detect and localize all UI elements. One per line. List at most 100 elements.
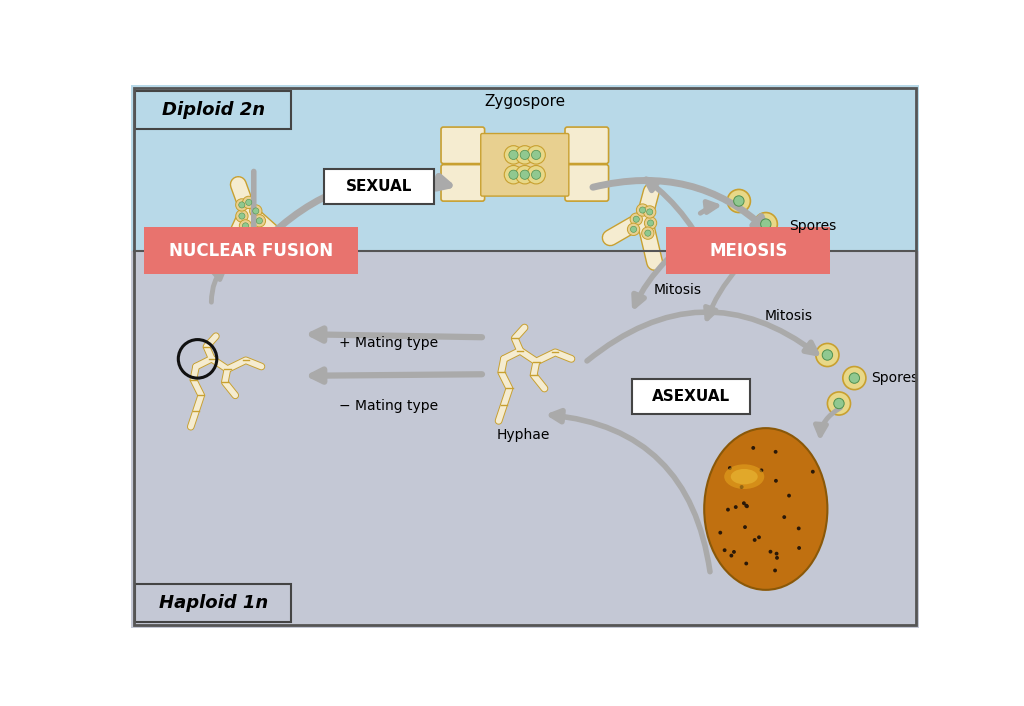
Circle shape	[727, 189, 751, 213]
Circle shape	[734, 505, 737, 509]
Circle shape	[755, 213, 777, 236]
Circle shape	[732, 550, 736, 554]
Circle shape	[742, 501, 745, 505]
Circle shape	[745, 504, 749, 508]
Text: SEXUAL: SEXUAL	[346, 179, 412, 194]
Circle shape	[739, 485, 743, 489]
Circle shape	[787, 493, 791, 498]
Circle shape	[775, 556, 779, 560]
FancyBboxPatch shape	[565, 164, 608, 201]
Text: NUCLEAR FUSION: NUCLEAR FUSION	[169, 241, 334, 260]
Circle shape	[239, 202, 245, 208]
Circle shape	[509, 170, 518, 179]
FancyBboxPatch shape	[480, 133, 569, 196]
FancyBboxPatch shape	[135, 584, 292, 622]
Text: Hyphae: Hyphae	[497, 428, 550, 442]
FancyBboxPatch shape	[565, 127, 608, 164]
Circle shape	[728, 466, 732, 470]
Circle shape	[236, 210, 248, 222]
Circle shape	[646, 209, 652, 215]
Circle shape	[642, 227, 654, 239]
Circle shape	[822, 349, 833, 360]
Circle shape	[643, 205, 655, 218]
Circle shape	[243, 223, 249, 229]
Ellipse shape	[724, 465, 764, 489]
Circle shape	[243, 196, 255, 208]
Text: Diploid 2n: Diploid 2n	[162, 101, 265, 119]
Circle shape	[774, 450, 777, 454]
Ellipse shape	[705, 428, 827, 590]
Circle shape	[639, 207, 645, 213]
Circle shape	[744, 561, 749, 566]
Circle shape	[849, 373, 859, 383]
Text: − Mating type: − Mating type	[339, 399, 438, 413]
Circle shape	[250, 205, 262, 217]
Circle shape	[726, 508, 730, 512]
Circle shape	[797, 546, 801, 550]
Text: Mitosis: Mitosis	[765, 309, 813, 323]
Circle shape	[743, 525, 746, 529]
Circle shape	[733, 196, 744, 206]
Circle shape	[797, 527, 801, 530]
Circle shape	[516, 145, 534, 164]
Text: Spores: Spores	[788, 220, 837, 234]
Ellipse shape	[731, 469, 758, 484]
Circle shape	[719, 531, 722, 534]
Circle shape	[774, 479, 778, 483]
Circle shape	[773, 568, 777, 573]
Circle shape	[531, 170, 541, 179]
Circle shape	[636, 204, 649, 216]
Circle shape	[246, 199, 252, 205]
Circle shape	[504, 165, 522, 184]
Circle shape	[761, 219, 771, 229]
Text: ASEXUAL: ASEXUAL	[651, 389, 730, 404]
Circle shape	[752, 446, 755, 450]
Circle shape	[757, 535, 761, 539]
FancyBboxPatch shape	[441, 164, 484, 201]
Circle shape	[774, 551, 778, 556]
Circle shape	[240, 220, 252, 232]
Circle shape	[631, 226, 637, 232]
Circle shape	[630, 213, 642, 225]
Circle shape	[509, 150, 518, 160]
Circle shape	[253, 215, 265, 227]
Circle shape	[834, 398, 844, 409]
Circle shape	[769, 550, 772, 554]
Circle shape	[744, 503, 749, 508]
Circle shape	[520, 150, 529, 160]
Circle shape	[735, 239, 758, 263]
Text: Spores: Spores	[871, 371, 919, 385]
Circle shape	[827, 392, 851, 415]
FancyBboxPatch shape	[632, 379, 750, 414]
Circle shape	[628, 223, 640, 236]
Circle shape	[760, 468, 763, 472]
Circle shape	[741, 246, 752, 256]
Circle shape	[253, 208, 259, 214]
FancyBboxPatch shape	[667, 227, 830, 274]
Circle shape	[236, 199, 248, 211]
Text: MEIOSIS: MEIOSIS	[710, 241, 787, 260]
Circle shape	[504, 145, 522, 164]
Circle shape	[516, 165, 534, 184]
Circle shape	[633, 216, 639, 222]
Circle shape	[645, 230, 651, 237]
Circle shape	[520, 170, 529, 179]
Circle shape	[531, 150, 541, 160]
Circle shape	[527, 145, 546, 164]
Bar	[131, 251, 920, 628]
Circle shape	[816, 343, 839, 366]
Circle shape	[782, 515, 786, 519]
Circle shape	[723, 549, 727, 552]
FancyBboxPatch shape	[441, 127, 484, 164]
Circle shape	[753, 538, 757, 542]
Text: + Mating type: + Mating type	[339, 335, 438, 349]
FancyBboxPatch shape	[135, 91, 292, 129]
FancyBboxPatch shape	[324, 169, 434, 204]
Circle shape	[811, 469, 815, 474]
Text: Haploid 1n: Haploid 1n	[159, 594, 268, 612]
Bar	[131, 85, 920, 251]
Circle shape	[239, 213, 245, 219]
Text: Mitosis: Mitosis	[653, 282, 701, 297]
Circle shape	[527, 165, 546, 184]
Circle shape	[647, 220, 653, 226]
